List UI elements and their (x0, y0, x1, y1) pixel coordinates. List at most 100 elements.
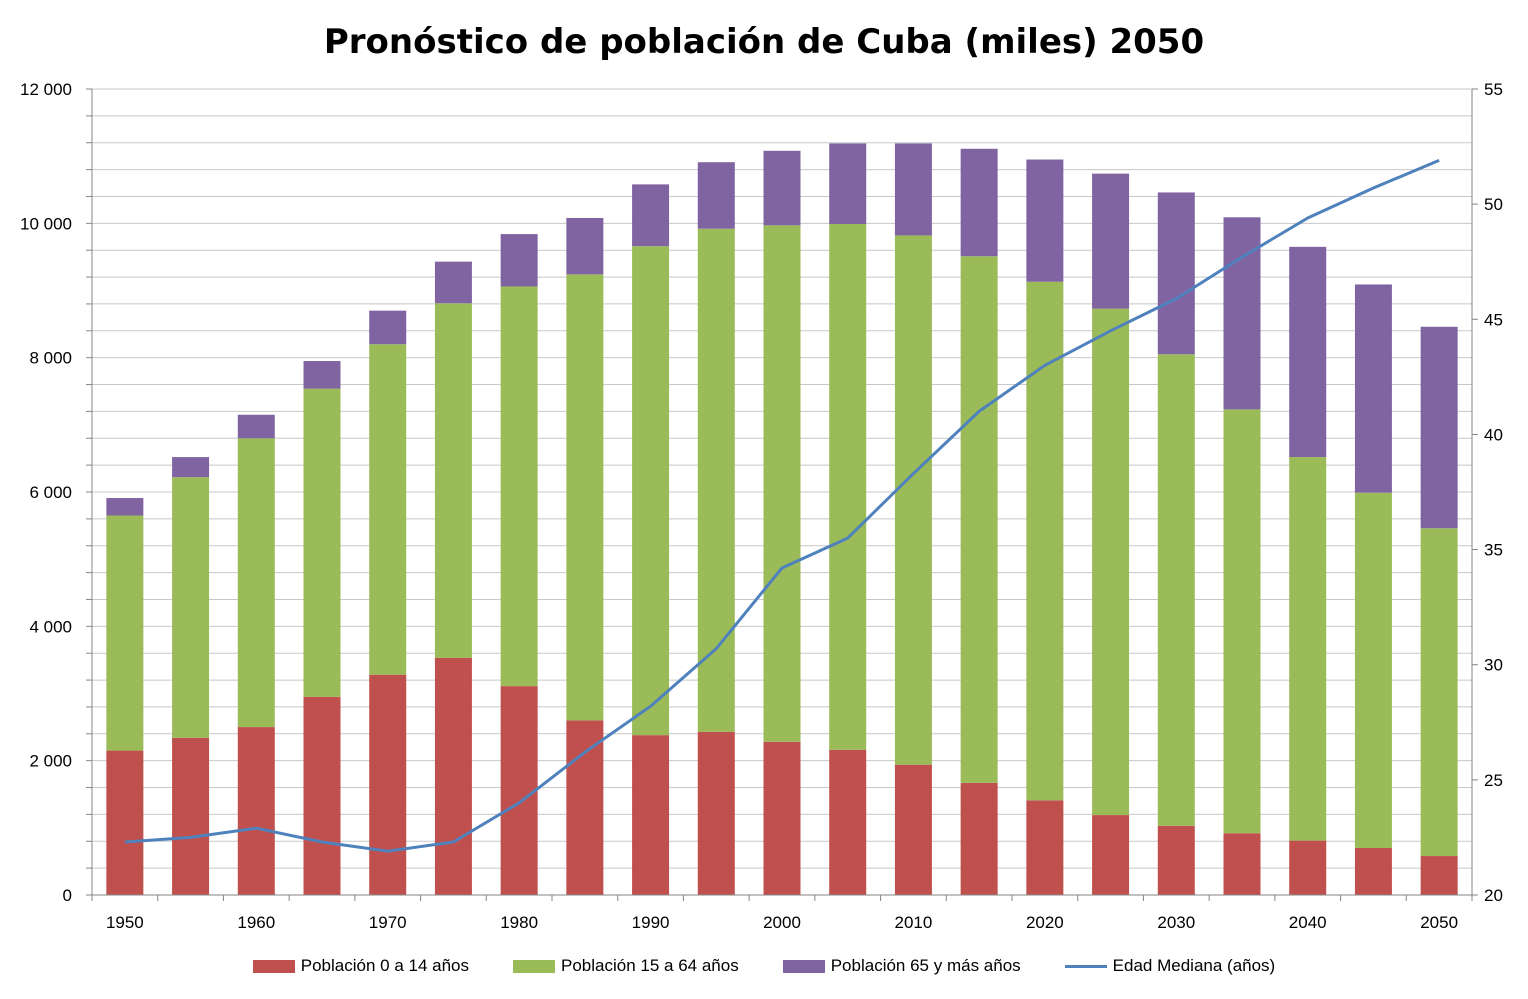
bar-2050-s2 (1420, 326, 1458, 529)
bar-2045-s1 (1354, 492, 1392, 848)
bar-2040-s0 (1289, 840, 1327, 895)
bar-2045-s0 (1354, 847, 1392, 895)
bar-1975-s1 (434, 303, 472, 658)
legend-swatch (252, 959, 295, 973)
bar-1990-s0 (632, 735, 670, 895)
bar-2000-s2 (763, 150, 801, 226)
bar-2010-s0 (894, 764, 932, 895)
legend-label: Población 15 a 64 años (561, 956, 739, 975)
bar-1980-s0 (500, 686, 538, 895)
legend-label: Población 65 y más años (830, 956, 1021, 975)
x-label: 1960 (237, 913, 275, 932)
legend-label: Edad Mediana (años) (1112, 956, 1276, 975)
bar-1970-s0 (369, 674, 407, 895)
y-right-label: 25 (1484, 771, 1503, 790)
bar-1985-s2 (566, 217, 604, 275)
page-title: Pronóstico de población de Cuba (miles) … (323, 22, 1205, 62)
x-label: 1980 (500, 913, 538, 932)
bar-2000-s1 (763, 225, 801, 742)
bar-1965-s2 (303, 361, 341, 389)
y-axis-left-labels: 0 2 000 4 000 6 000 8 000 10 000 12 000 (20, 80, 72, 905)
bar-series (106, 143, 1458, 895)
bar-1985-s1 (566, 274, 604, 721)
y-right-label: 20 (1484, 886, 1503, 905)
y-left-label: 2 000 (29, 752, 72, 771)
y-right-label: 30 (1484, 656, 1503, 675)
x-label: 2000 (763, 913, 801, 932)
bar-2035-s0 (1223, 833, 1261, 895)
legend-item-0-14: Población 0 a 14 años (252, 956, 470, 976)
bar-2010-s2 (894, 143, 932, 236)
y-right-label: 55 (1484, 80, 1503, 99)
bar-2020-s2 (1026, 159, 1064, 282)
y-left-label: 12 000 (20, 80, 72, 99)
bar-1980-s1 (500, 286, 538, 687)
bar-1975-s2 (434, 261, 472, 304)
bar-1960-s0 (237, 727, 275, 895)
bar-2050-s0 (1420, 856, 1458, 895)
bar-2020-s1 (1026, 281, 1064, 801)
bar-1955-s1 (172, 477, 210, 738)
x-label: 1990 (632, 913, 670, 932)
median-age-line (124, 159, 1440, 853)
bar-2040-s1 (1289, 457, 1327, 841)
bar-1965-s1 (303, 388, 341, 697)
x-label: 1950 (106, 913, 144, 932)
bar-1985-s0 (566, 720, 604, 895)
legend-label: Población 0 a 14 años (300, 956, 470, 975)
x-label: 2010 (895, 913, 933, 932)
bar-1955-s0 (172, 737, 210, 895)
legend-line-swatch (1064, 964, 1107, 968)
bar-1995-s2 (697, 162, 735, 229)
y-right-label: 35 (1484, 541, 1503, 560)
x-label: 2020 (1026, 913, 1064, 932)
bar-2025-s2 (1092, 173, 1130, 309)
x-label: 2030 (1157, 913, 1195, 932)
bar-1950-s2 (106, 498, 144, 516)
y-axis-right-labels: 20 25 30 35 40 45 50 55 (1484, 80, 1503, 905)
bar-2015-s1 (960, 256, 998, 783)
bar-1975-s0 (434, 657, 472, 895)
bar-2015-s2 (960, 148, 998, 257)
bar-2025-s0 (1092, 815, 1130, 895)
bar-2035-s1 (1223, 409, 1261, 834)
bar-2045-s2 (1354, 284, 1392, 493)
y-left-label: 4 000 (29, 617, 72, 636)
bar-1990-s1 (632, 246, 670, 736)
y-left-label: 0 (63, 886, 72, 905)
bar-1950-s0 (106, 750, 144, 895)
bar-1950-s1 (106, 515, 144, 751)
y-left-label: 8 000 (29, 349, 72, 368)
line-series (124, 159, 1440, 853)
x-label: 2040 (1289, 913, 1327, 932)
bar-1980-s2 (500, 234, 538, 287)
y-right-label: 45 (1484, 310, 1503, 329)
y-left-label: 6 000 (29, 483, 72, 502)
bar-2025-s1 (1092, 308, 1130, 816)
bar-1970-s2 (369, 310, 407, 345)
x-label: 2050 (1420, 913, 1458, 932)
bar-2010-s1 (894, 235, 932, 765)
x-axis-labels: 1950 1960 1970 1980 1990 2000 2010 2020 2030 2040… (106, 913, 1458, 932)
bar-1995-s1 (697, 228, 735, 732)
bar-2040-s2 (1289, 246, 1327, 458)
bar-2050-s1 (1420, 528, 1458, 857)
bar-1970-s1 (369, 344, 407, 675)
bar-2005-s0 (829, 749, 867, 895)
bar-2000-s0 (763, 741, 801, 895)
bar-2005-s2 (829, 143, 867, 225)
bar-1960-s1 (237, 438, 275, 728)
legend-swatch (513, 959, 556, 973)
x-label: 1970 (369, 913, 407, 932)
bar-2020-s0 (1026, 800, 1064, 895)
bar-1965-s0 (303, 696, 341, 895)
legend-swatch (782, 959, 825, 973)
bar-1955-s2 (172, 457, 210, 478)
bar-2030-s0 (1157, 825, 1195, 895)
legend-item-15-64: Población 15 a 64 años (513, 956, 739, 976)
y-right-label: 50 (1484, 195, 1503, 214)
legend: Población 0 a 14 años Población 15 a 64 … (0, 956, 1528, 976)
axes (86, 88, 1478, 901)
bar-2035-s2 (1223, 217, 1261, 410)
bar-2030-s1 (1157, 354, 1195, 826)
